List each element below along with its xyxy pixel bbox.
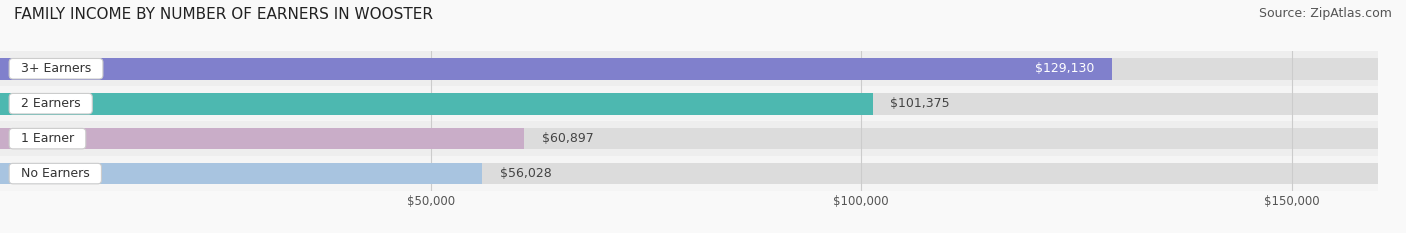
Bar	[0, 51, 1378, 86]
Bar	[0, 93, 1378, 115]
Text: $101,375: $101,375	[890, 97, 950, 110]
Bar	[0, 156, 1378, 191]
Text: 3+ Earners: 3+ Earners	[13, 62, 100, 75]
Text: $129,130: $129,130	[1035, 62, 1095, 75]
Bar	[0, 163, 1378, 185]
Text: Source: ZipAtlas.com: Source: ZipAtlas.com	[1258, 7, 1392, 20]
Bar	[0, 128, 1378, 150]
Text: $60,897: $60,897	[541, 132, 593, 145]
Text: FAMILY INCOME BY NUMBER OF EARNERS IN WOOSTER: FAMILY INCOME BY NUMBER OF EARNERS IN WO…	[14, 7, 433, 22]
Bar	[0, 121, 1378, 156]
Bar	[0, 128, 524, 150]
Text: 1 Earner: 1 Earner	[13, 132, 82, 145]
Bar	[0, 58, 1112, 80]
Text: $56,028: $56,028	[499, 167, 551, 180]
Bar	[0, 93, 873, 115]
Bar	[0, 163, 482, 185]
Bar	[0, 58, 1378, 80]
Text: No Earners: No Earners	[13, 167, 97, 180]
Text: 2 Earners: 2 Earners	[13, 97, 89, 110]
Bar	[0, 86, 1378, 121]
